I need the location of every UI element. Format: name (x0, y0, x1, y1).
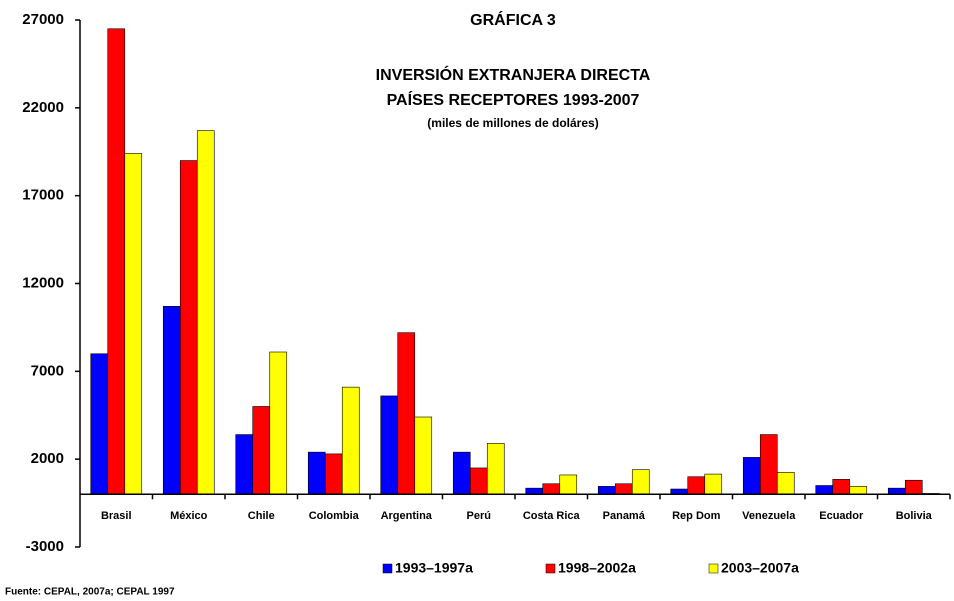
legend-swatch (382, 563, 393, 574)
x-tick-label: Brasil (101, 510, 132, 522)
bar (107, 28, 126, 495)
chart-subtitle: INVERSIÓN EXTRANJERA DIRECTA (376, 65, 651, 84)
bar (759, 434, 778, 495)
legend-swatch (708, 563, 719, 574)
bar (631, 469, 650, 495)
bar (815, 485, 834, 495)
bar (452, 451, 471, 495)
y-tick-label: 7000 (31, 362, 64, 379)
bar (486, 443, 505, 495)
bar (687, 476, 706, 495)
bar (542, 483, 561, 495)
legend-label: 1993–1997a (395, 560, 473, 576)
bar (307, 451, 326, 495)
y-tick-label: 12000 (22, 274, 64, 291)
bar (124, 153, 143, 495)
source-note: Fuente: CEPAL, 2007a; CEPAL 1997 (5, 587, 175, 598)
bar (469, 467, 488, 495)
x-tick-label: Rep Dom (672, 510, 721, 522)
y-tick-label: 22000 (22, 99, 64, 116)
bar (559, 474, 578, 495)
x-tick-label: Colombia (309, 510, 360, 522)
chart-subtitle: PAÍSES RECEPTORES 1993-2007 (387, 90, 640, 109)
bar (704, 473, 723, 495)
legend-swatch (545, 563, 556, 574)
x-tick-label: Venezuela (742, 510, 796, 522)
x-tick-label: Panamá (603, 510, 646, 522)
bar (742, 457, 761, 495)
bar (397, 332, 416, 495)
y-tick-label: -3000 (26, 538, 64, 555)
chart-title: GRÁFICA 3 (470, 10, 556, 29)
x-tick-label: México (170, 510, 208, 522)
bar (414, 416, 433, 495)
bar (196, 130, 215, 495)
bar (90, 353, 109, 495)
bar (887, 487, 906, 495)
bar (179, 160, 198, 495)
legend-label: 2003–2007a (721, 560, 799, 576)
x-tick-label: Argentina (381, 510, 433, 522)
x-tick-label: Bolivia (896, 510, 933, 522)
bar (776, 472, 795, 495)
bar (380, 395, 399, 495)
bar (341, 386, 360, 495)
bar (269, 351, 288, 495)
y-tick-label: 17000 (22, 187, 64, 204)
legend-label: 1998–2002a (558, 560, 636, 576)
bar (324, 453, 343, 495)
bar (614, 483, 633, 495)
unit-note: (miles de millones de doláres) (427, 116, 598, 130)
bar (597, 486, 616, 495)
x-tick-label: Ecuador (819, 510, 864, 522)
bar (162, 306, 181, 495)
bar (832, 479, 851, 495)
bar (670, 488, 689, 495)
y-tick-label: 27000 (22, 11, 64, 28)
bar (235, 434, 254, 495)
bar (252, 406, 271, 495)
bar (849, 486, 868, 495)
bar (525, 487, 544, 495)
x-tick-label: Costa Rica (523, 510, 581, 522)
bar (904, 479, 923, 495)
x-tick-label: Chile (248, 510, 275, 522)
x-tick-label: Perú (467, 510, 491, 522)
y-tick-label: 2000 (31, 450, 64, 467)
